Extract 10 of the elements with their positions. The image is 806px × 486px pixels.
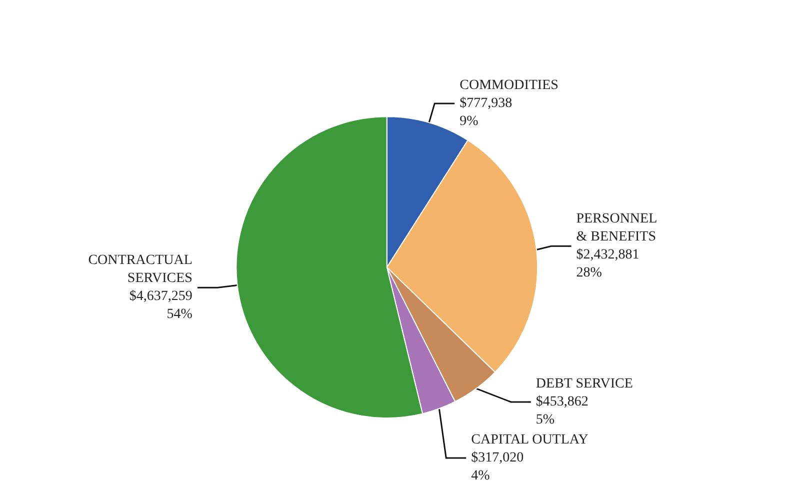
data-label: $317,020 4% [471,450,524,484]
slice-label: CAPITAL OUTLAY [471,432,588,448]
slice-label: COMMODITIES [460,78,558,93]
data-label: $777,938 9% [460,96,512,129]
slice-label: CONTRACTUAL SERVICES [88,253,192,286]
slice-label: PERSONNEL & BENEFITS [576,212,658,245]
slice-label: DEBT SERVICE [536,376,633,392]
data-label: $2,432,881 28% [576,248,640,281]
data-label: $4,637,259 54% [129,289,193,322]
data-label: $453,862 5% [536,394,588,428]
